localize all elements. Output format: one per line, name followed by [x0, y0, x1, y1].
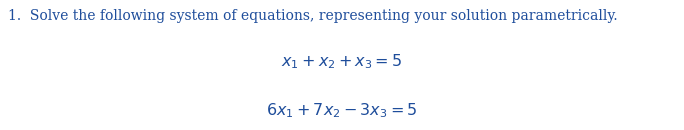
Text: 1.  Solve the following system of equations, representing your solution parametr: 1. Solve the following system of equatio…	[8, 9, 618, 23]
Text: $x_1 + x_2 + x_3 = 5$: $x_1 + x_2 + x_3 = 5$	[281, 52, 403, 71]
Text: $6x_1 + 7x_2 - 3x_3 = 5$: $6x_1 + 7x_2 - 3x_3 = 5$	[266, 101, 418, 120]
